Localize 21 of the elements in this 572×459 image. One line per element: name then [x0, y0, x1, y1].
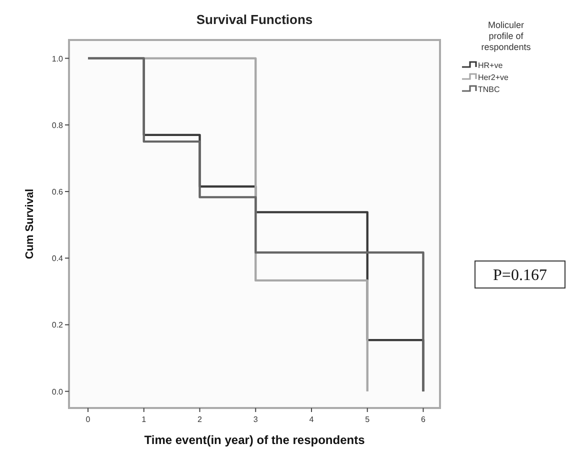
y-tick-label: 0.4 [52, 254, 64, 264]
y-tick-label: 0.2 [52, 320, 64, 330]
x-tick-label: 0 [86, 415, 91, 424]
x-tick-label: 4 [309, 415, 314, 424]
x-tick-label: 2 [198, 415, 203, 424]
x-tick-label: 3 [253, 415, 258, 424]
x-tick-label: 1 [142, 415, 147, 424]
x-axis-title: Time event(in year) of the respondents [144, 433, 366, 447]
text: P=0.167 [493, 267, 547, 284]
y-axis-title: Cum Survival [24, 188, 36, 260]
y-tick-label: 0.8 [52, 120, 64, 130]
x-tick-label: 5 [365, 415, 370, 424]
x-tick-label: 6 [421, 415, 426, 424]
y-tick-label: 0.6 [52, 188, 64, 197]
legend-label: Her2+ve [478, 73, 510, 82]
y-tick-label: 0.0 [52, 387, 64, 396]
legend-label: TNBC [478, 85, 500, 94]
chart-title: Survival Functions [196, 12, 313, 27]
y-tick-label: 1.0 [52, 54, 64, 64]
legend-title: Moliculer profile of respondents [481, 20, 532, 52]
legend-label: HR+ve [478, 61, 504, 70]
